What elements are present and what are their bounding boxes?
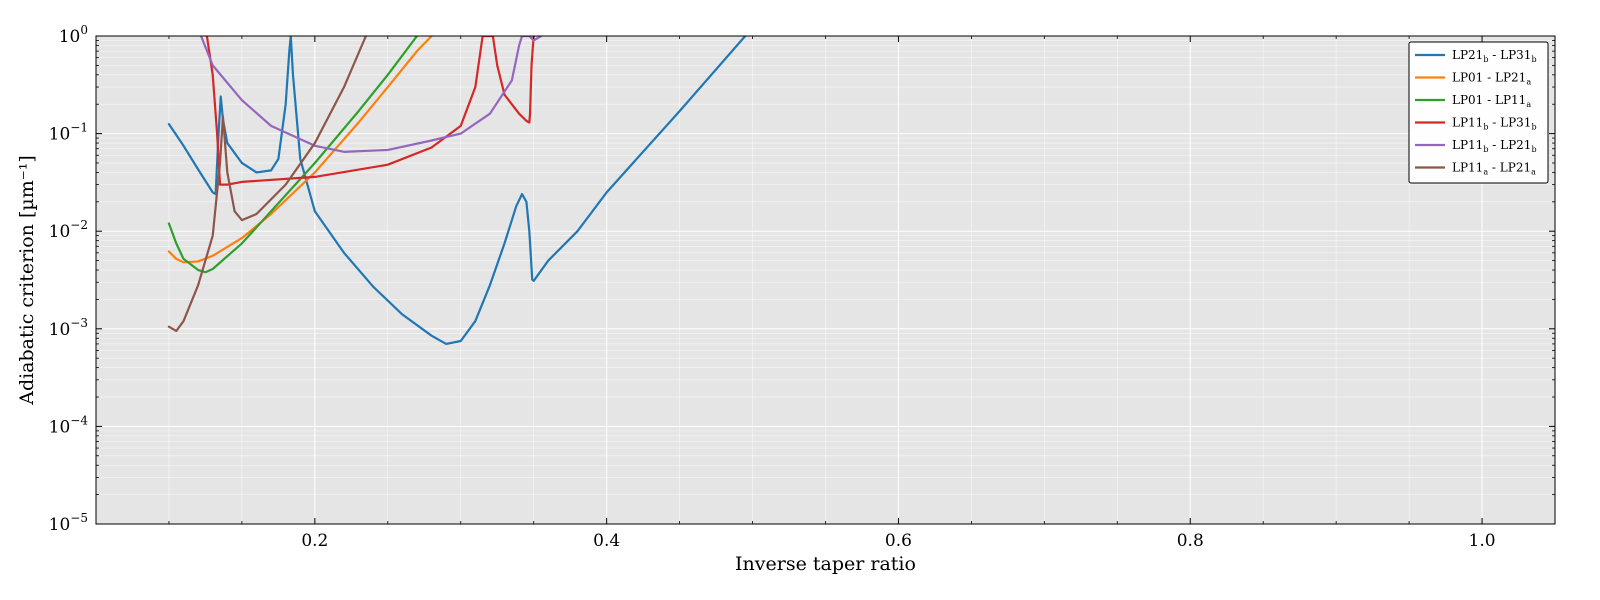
legend-mode-b: LP21 — [1495, 71, 1526, 85]
legend-entry: LP11b - LP21b — [1452, 138, 1537, 154]
legend-entry: LP01 - LP21a — [1452, 71, 1531, 87]
legend-mode-a: LP11 — [1452, 161, 1483, 175]
y-tick-exponent: −4 — [70, 413, 88, 427]
legend-mode-b-sub: a — [1526, 78, 1531, 87]
x-tick-label: 1.0 — [1469, 531, 1496, 551]
minor-gridlines — [95, 36, 1555, 524]
legend-mode-a-sub: b — [1483, 145, 1488, 154]
legend-separator: - — [1488, 116, 1500, 130]
y-tick-base: 10 — [49, 222, 71, 242]
y-tick-label: 10−4 — [49, 413, 89, 437]
series-line-0 — [167, 36, 747, 346]
legend-mode-b-sub: a — [1531, 168, 1536, 177]
y-tick-base: 10 — [49, 417, 71, 437]
legend-separator: - — [1483, 71, 1495, 85]
y-tick-exponent: 0 — [80, 23, 88, 37]
y-tick-base: 10 — [49, 125, 71, 145]
legend-entry: LP11b - LP31b — [1452, 116, 1537, 132]
axis-ticks — [95, 35, 1555, 525]
legend-mode-a: LP11 — [1452, 138, 1483, 152]
y-tick-exponent: −5 — [70, 511, 88, 525]
legend-mode-b: LP21 — [1500, 138, 1531, 152]
legend-mode-a: LP11 — [1452, 116, 1483, 130]
y-tick-base: 10 — [49, 515, 71, 535]
y-tick-label: 10−2 — [49, 218, 88, 242]
x-axis-label: Inverse taper ratio — [735, 553, 916, 575]
legend-entry: LP11a - LP21a — [1452, 161, 1536, 177]
legend-mode-b: LP21 — [1500, 161, 1531, 175]
x-tick-labels: 0.2 0.4 0.6 0.8 1.0 — [301, 531, 1495, 551]
y-tick-label: 10−5 — [49, 511, 88, 535]
y-tick-label: 10−3 — [49, 316, 88, 340]
y-tick-exponent: −2 — [70, 218, 88, 232]
y-tick-label: 100 — [59, 23, 88, 47]
legend-mode-a: LP01 — [1452, 93, 1483, 107]
x-tick-label: 0.2 — [301, 531, 328, 551]
legend-mode-b-sub: a — [1526, 100, 1531, 109]
series-line-3 — [205, 36, 535, 186]
legend-mode-b-sub: b — [1531, 55, 1536, 64]
series-lines — [167, 36, 747, 346]
legend-separator: - — [1488, 138, 1500, 152]
legend-separator: - — [1483, 93, 1495, 107]
series-line-5 — [167, 36, 368, 333]
y-tick-base: 10 — [59, 27, 81, 47]
legend-mode-b: LP31 — [1500, 116, 1531, 130]
legend-mode-b-sub: b — [1531, 145, 1536, 154]
legend-entry: LP21b - LP31b — [1452, 48, 1537, 64]
y-tick-base: 10 — [49, 320, 71, 340]
legend-mode-a: LP01 — [1452, 71, 1483, 85]
series-line-2 — [167, 36, 419, 274]
legend-separator: - — [1488, 161, 1500, 175]
y-axis-label: Adiabatic criterion [µm⁻¹] — [16, 155, 38, 406]
legend-mode-a-sub: b — [1483, 123, 1488, 132]
y-tick-label: 10−1 — [49, 121, 88, 145]
legend-separator: - — [1488, 48, 1500, 62]
legend-mode-a: LP21 — [1452, 48, 1483, 62]
legend-mode-b-sub: b — [1531, 123, 1536, 132]
series-line-4 — [199, 36, 543, 153]
x-tick-label: 0.4 — [593, 531, 620, 551]
x-tick-label: 0.8 — [1177, 531, 1204, 551]
x-tick-label: 0.6 — [885, 531, 912, 551]
y-tick-exponent: −3 — [70, 316, 88, 330]
legend-mode-b: LP31 — [1500, 48, 1531, 62]
legend-entry: LP01 - LP11a — [1452, 93, 1531, 109]
y-tick-exponent: −1 — [70, 121, 88, 135]
legend-mode-a-sub: a — [1483, 168, 1488, 177]
legend-mode-b: LP11 — [1495, 93, 1526, 107]
legend-mode-a-sub: b — [1483, 55, 1488, 64]
